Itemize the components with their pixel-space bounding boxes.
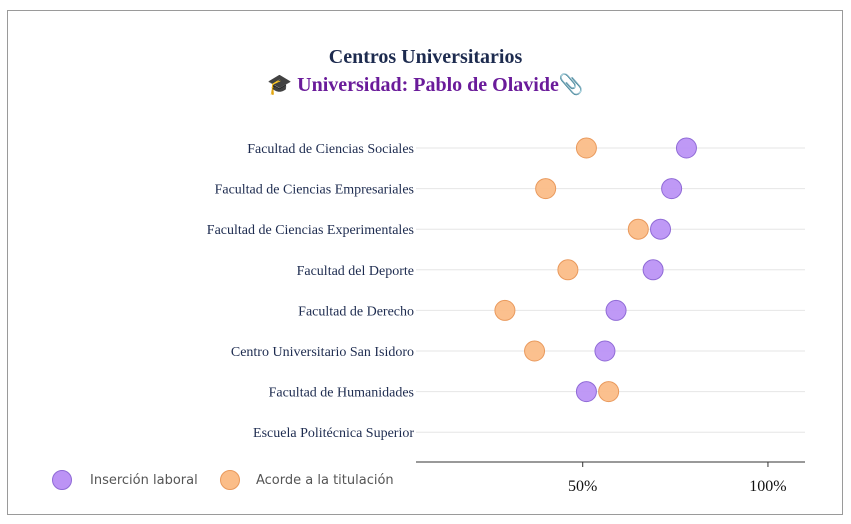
legend-swatch-acorde	[220, 470, 240, 490]
chart-title: Centros Universitarios	[328, 46, 523, 68]
category-label: Facultad de Humanidades	[269, 386, 414, 401]
point-insercion	[661, 178, 683, 200]
graduation-cap-icon: 🎓	[267, 74, 293, 96]
x-tick-label: 50%	[568, 478, 597, 495]
legend-label-insercion: Inserción laboral	[90, 473, 198, 488]
category-label: Facultad de Ciencias Empresariales	[215, 183, 414, 198]
chart-subtitle: 🎓 Universidad: Pablo de Olavide📎	[0, 72, 851, 97]
point-insercion	[575, 381, 597, 403]
legend-swatch-insercion	[52, 470, 72, 490]
point-insercion	[594, 340, 616, 362]
point-acorde	[535, 178, 557, 200]
point-acorde	[494, 299, 516, 321]
point-acorde	[598, 381, 620, 403]
category-label: Facultad de Ciencias Experimentales	[207, 223, 414, 238]
legend-label-acorde: Acorde a la titulación	[256, 473, 394, 488]
point-insercion	[642, 259, 664, 281]
category-label: Facultad de Derecho	[298, 304, 414, 319]
point-insercion	[650, 218, 672, 240]
point-acorde	[575, 137, 597, 159]
chart-frame	[7, 10, 843, 515]
category-label: Facultad del Deporte	[297, 264, 414, 279]
category-label: Escuela Politécnica Superior	[253, 426, 414, 441]
point-acorde	[627, 218, 649, 240]
point-insercion	[605, 299, 627, 321]
point-insercion	[675, 137, 697, 159]
point-acorde	[524, 340, 546, 362]
category-label: Facultad de Ciencias Sociales	[247, 142, 414, 157]
paperclip-icon: 📎	[558, 74, 584, 96]
subtitle-text: Universidad: Pablo de Olavide	[297, 74, 559, 96]
x-tick-label: 100%	[749, 478, 786, 495]
category-label: Centro Universitario San Isidoro	[231, 345, 414, 360]
point-acorde	[557, 259, 579, 281]
